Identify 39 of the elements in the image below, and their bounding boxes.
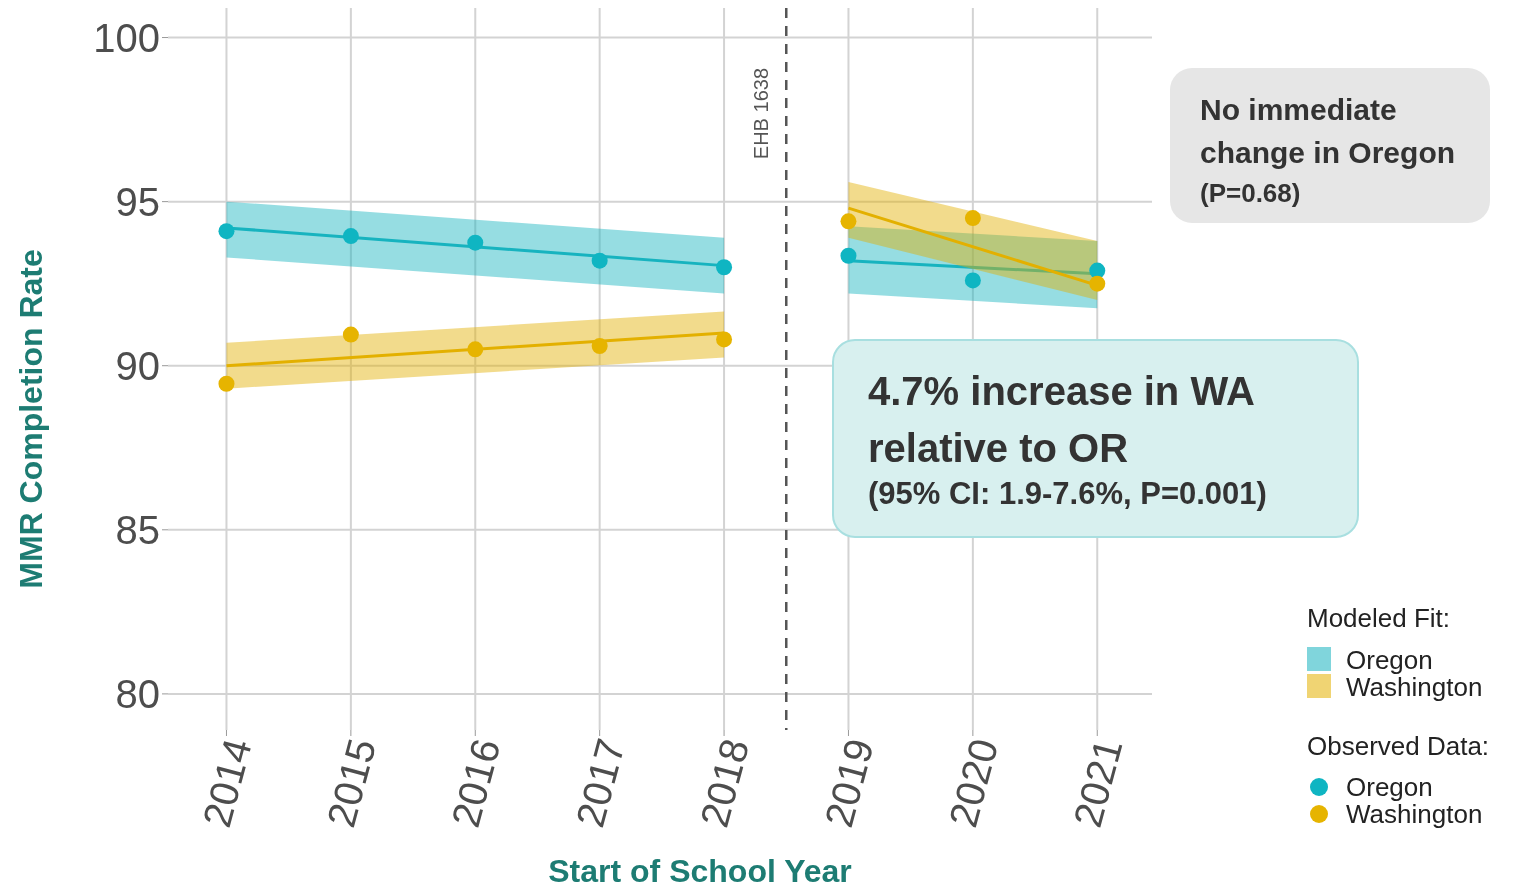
point xyxy=(1089,275,1106,292)
x-tick-label: 2018 xyxy=(691,734,758,832)
point xyxy=(716,259,733,276)
x-tick-label: 2021 xyxy=(1064,734,1131,832)
point xyxy=(467,234,484,251)
point xyxy=(964,272,981,289)
annotation: 4.7% increase in WA relative to OR xyxy=(868,369,1255,470)
point xyxy=(716,331,733,348)
text: No immediate change in Oregon xyxy=(1200,93,1456,169)
point xyxy=(467,341,484,358)
y-tick-label: 80 xyxy=(115,671,160,716)
annotation: (95% CI: 1.9-7.6%, P=0.001) xyxy=(868,476,1267,511)
point xyxy=(840,213,857,230)
y-tick-label: 100 xyxy=(93,15,160,60)
y-tick-label: 85 xyxy=(115,507,160,552)
x-tick-label: 2020 xyxy=(940,734,1007,832)
x-tick-label: 2015 xyxy=(318,734,385,832)
text: Observed Data: xyxy=(1307,731,1490,761)
y-axis-title: MMR Completion Rate xyxy=(13,249,49,589)
legend-label: Oregon xyxy=(1346,645,1433,675)
ref-line-label: EHB 1638 xyxy=(750,68,773,160)
text: (P=0.68) xyxy=(1200,178,1301,208)
point xyxy=(964,210,981,227)
point xyxy=(342,228,359,245)
x-tick-label: 2017 xyxy=(567,734,633,832)
x-tick-label: 2019 xyxy=(816,734,882,832)
point xyxy=(591,252,608,269)
legend-label: Oregon xyxy=(1346,772,1433,802)
point xyxy=(840,247,857,264)
x-axis-title: Start of School Year xyxy=(548,853,852,888)
point xyxy=(591,338,608,355)
y-tick-label: 90 xyxy=(115,343,160,388)
x-tick-label: 2016 xyxy=(442,734,509,832)
legend-title: Modeled Fit: xyxy=(1307,603,1451,633)
point xyxy=(218,375,235,392)
point xyxy=(218,223,235,240)
y-tick-label: 95 xyxy=(115,179,160,224)
point xyxy=(342,326,359,343)
x-tick-label: 2014 xyxy=(194,734,260,832)
